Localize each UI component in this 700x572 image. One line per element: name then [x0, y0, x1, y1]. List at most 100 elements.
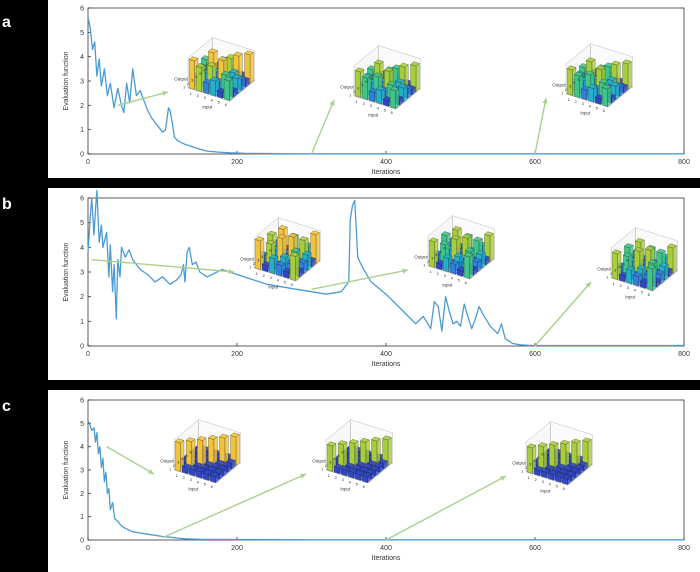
- inset-tick-label: 5: [556, 484, 559, 489]
- inset-tick-label: 2: [575, 99, 578, 104]
- inset-bar-top: [372, 72, 383, 78]
- inset-bar-front: [223, 79, 230, 101]
- inset-bar-top: [472, 257, 482, 263]
- inset-bar-top: [367, 460, 377, 465]
- inset-bar-top: [449, 260, 460, 265]
- arrow-head: [329, 100, 335, 106]
- inset-tick-label: 5: [365, 79, 368, 84]
- inset-tick-label: 3: [329, 460, 332, 465]
- x-tick-label: 200: [231, 351, 243, 358]
- inset-bar-front: [625, 268, 632, 285]
- inset-y-label: Output: [597, 266, 611, 271]
- inset-bar-front: [580, 88, 587, 101]
- inset-bar-top: [199, 464, 210, 469]
- inset-bar-top: [442, 253, 453, 259]
- y-tick-label: 5: [80, 421, 84, 428]
- inset-bar-top: [188, 465, 199, 471]
- inset-tick-label: 6: [225, 102, 228, 107]
- inset-tick-label: 5: [439, 249, 442, 254]
- inset-bar-top: [484, 231, 494, 237]
- inset-tick-label: 6: [465, 280, 468, 285]
- inset-tick-label: 5: [185, 453, 188, 458]
- x-axis-label: Iterations: [372, 169, 401, 176]
- x-tick-label: 400: [380, 545, 392, 552]
- inset-tick-label: 3: [204, 95, 207, 100]
- inset-y-label: Output: [312, 458, 326, 463]
- inset-bar-top: [358, 466, 369, 472]
- plot-frame: [87, 197, 685, 347]
- inset-bar-top: [611, 249, 622, 255]
- inset-tick-label: 5: [204, 482, 207, 487]
- inset-tick-label: 6: [581, 73, 584, 78]
- arrow-head: [148, 469, 154, 474]
- inset-bar-top: [213, 468, 224, 474]
- inset-bar-top: [567, 462, 577, 467]
- y-axis-label: Evaluation function: [63, 440, 70, 499]
- inset-bar-top: [174, 438, 185, 444]
- chart-svg-a: 0 200 400 600 8000123456IterationsEvaluation…: [63, 6, 690, 177]
- inset-bar-top: [389, 86, 400, 92]
- inset-x-label: Input: [268, 284, 279, 289]
- inset-bar-top: [351, 464, 362, 470]
- inset-tick-label: 3: [614, 268, 617, 273]
- inset-bar-top: [473, 236, 483, 242]
- inset-tick-label: 2: [565, 87, 568, 92]
- inset-bar-top: [648, 259, 658, 265]
- inset-bar-top: [453, 252, 464, 258]
- inset-bar-top: [230, 432, 240, 438]
- annotation-arrow: [534, 281, 592, 347]
- inset-tick-label: 2: [187, 81, 190, 86]
- inset-bar-front: [428, 240, 435, 268]
- inset-tick-label: 6: [369, 75, 372, 80]
- arrow-head: [162, 90, 168, 96]
- inset-x-label: Input: [540, 488, 551, 493]
- inset-tick-label: 2: [437, 271, 440, 276]
- chart-panel-a: 0 200 400 600 800 0 1 2 3 4 5 6 Iterations Evaluation…: [48, 0, 700, 178]
- inset-tick-label: 2: [263, 273, 266, 278]
- inset-tick-label: 3: [177, 460, 180, 465]
- inset-tick-label: 2: [335, 475, 338, 480]
- inset-bar-top: [188, 56, 199, 62]
- inset-x-label: Input: [368, 112, 379, 117]
- y-tick-label: 0: [80, 538, 84, 545]
- series-line: [87, 17, 684, 155]
- inset-y-label: Output: [512, 460, 526, 465]
- x-tick-label: 600: [529, 351, 541, 358]
- inset-tick-label: 5: [356, 482, 359, 487]
- inset-bar-top: [265, 239, 276, 245]
- inset-bar-top: [398, 83, 408, 89]
- inset-bar-side: [469, 254, 474, 279]
- inset-x-label: Input: [625, 294, 636, 299]
- inset-bar-top: [223, 76, 234, 82]
- inset-bar-top: [634, 247, 644, 252]
- annotation-arrow: [106, 446, 155, 475]
- inset-bar-front: [268, 257, 275, 275]
- inset-tick-label: 2: [183, 475, 186, 480]
- inset-tick-label: 6: [189, 449, 192, 454]
- inset-bar-top: [337, 440, 348, 446]
- inset-tick-label: 6: [341, 449, 344, 454]
- inset-tick-label: 6: [203, 67, 206, 72]
- inset-bar-top: [222, 461, 232, 467]
- inset-y-label: Output: [174, 76, 188, 81]
- inset-tick-label: 5: [199, 71, 202, 76]
- inset-tick-label: 1: [430, 269, 433, 274]
- inset-bar-top: [645, 245, 655, 251]
- inset-tick-label: 4: [589, 103, 592, 108]
- y-tick-label: 3: [80, 468, 84, 475]
- y-tick-label: 5: [80, 220, 84, 227]
- arrow-head: [585, 282, 591, 288]
- inset-bar-front: [611, 252, 618, 280]
- inset-bar-top: [635, 238, 645, 243]
- y-tick-label: 3: [80, 79, 84, 86]
- inset-bar-top: [229, 68, 239, 74]
- x-tick-label: 600: [529, 545, 541, 552]
- inset-bar-top: [601, 84, 612, 90]
- inset-bar-top: [298, 258, 308, 264]
- inset-bar-top: [584, 70, 595, 76]
- inset-bar-top: [607, 76, 617, 81]
- inset-bar-front: [389, 89, 396, 109]
